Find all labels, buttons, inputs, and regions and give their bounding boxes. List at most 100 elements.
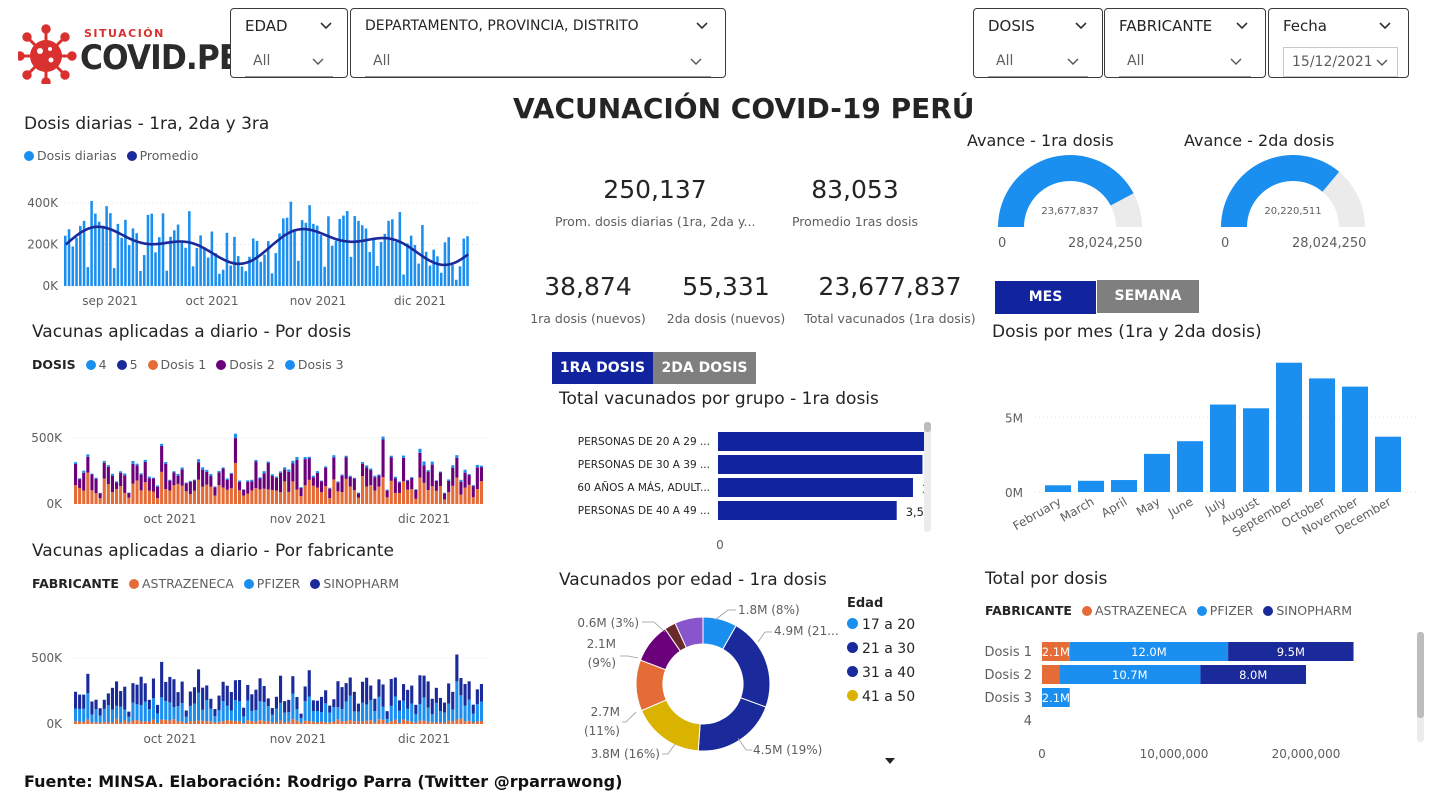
chevron-down-icon[interactable] — [1074, 19, 1088, 33]
chevron-down-icon[interactable] — [319, 19, 333, 33]
stack-segment — [479, 465, 483, 468]
donut-slice — [640, 699, 701, 752]
stack-segment — [160, 471, 164, 504]
tab-1ra-dosis[interactable]: 1RA DOSIS — [552, 352, 653, 384]
departamento-dropdown[interactable]: All — [365, 47, 711, 77]
donut-title: Vacunados por edad - 1ra dosis — [559, 570, 827, 590]
stack-segment — [94, 709, 98, 723]
stack-segment — [250, 710, 254, 721]
stack-segment — [102, 462, 106, 479]
stack-segment — [102, 460, 106, 463]
leader-line — [714, 609, 736, 621]
stack-segment — [340, 475, 344, 493]
stack-segment — [225, 719, 229, 724]
stack-segment — [176, 473, 180, 476]
stack-segment — [365, 704, 369, 721]
stack-segment — [164, 719, 168, 724]
stack-segment — [94, 699, 98, 710]
stack-segment — [151, 478, 155, 492]
chevron-down-icon[interactable] — [1378, 19, 1392, 33]
totals-scrollbar[interactable] — [1417, 632, 1424, 742]
stack-segment — [328, 487, 332, 489]
dosis-slicer-label: DOSIS — [988, 17, 1035, 35]
stack-segment — [209, 486, 213, 504]
stack-segment — [352, 477, 356, 479]
stack-segment — [135, 465, 139, 481]
tab-semana[interactable]: SEMANA — [1097, 280, 1199, 313]
stack-segment — [110, 709, 114, 722]
x-tick-label: nov 2021 — [270, 512, 326, 526]
legend-dot — [847, 690, 858, 701]
chevron-down-icon[interactable] — [695, 19, 709, 33]
stack-segment — [188, 705, 192, 721]
stack-segment — [254, 461, 258, 489]
stack-segment — [242, 707, 246, 717]
departamento-slicer[interactable]: DEPARTAMENTO, PROVINCIA, DISTRITO All — [350, 8, 726, 78]
stack-segment — [262, 686, 266, 703]
stack-segment — [336, 482, 340, 492]
total-bar-segment — [1042, 665, 1060, 684]
stack-segment — [459, 695, 463, 719]
stack-segment — [279, 675, 283, 703]
dosis-dropdown[interactable]: All — [988, 47, 1088, 77]
stack-segment — [381, 706, 385, 720]
chevron-down-icon — [1230, 58, 1242, 65]
legend-dot — [847, 618, 858, 629]
legend-dot — [847, 666, 858, 677]
x-tick-label: 20,000,000 — [1272, 747, 1341, 761]
stack-segment — [348, 476, 352, 487]
stack-segment — [258, 720, 262, 724]
stack-segment — [123, 473, 127, 476]
caret-down-icon[interactable] — [884, 756, 896, 766]
stack-segment — [426, 707, 430, 722]
daily-bar — [308, 205, 311, 286]
dosis-slicer[interactable]: DOSIS All — [973, 8, 1103, 78]
daily-bar — [233, 236, 236, 286]
stack-segment — [123, 720, 127, 724]
daily-bar — [451, 264, 454, 286]
kpi-2da-nuevos-label: 2da dosis (nuevos) — [666, 311, 786, 326]
stack-segment — [229, 472, 233, 474]
stack-segment — [131, 463, 135, 484]
group-bars-scrollbar[interactable] — [924, 422, 931, 532]
gauge-1-min: 0 — [998, 236, 1007, 251]
tab-2da-dosis[interactable]: 2DA DOSIS — [653, 352, 756, 384]
total-bar-label: 12.0M — [1131, 645, 1167, 659]
stack-segment — [315, 487, 319, 504]
daily-bar — [79, 225, 82, 286]
gauge-1-title: Avance - 1ra dosis — [967, 131, 1114, 150]
edad-dropdown[interactable]: All — [245, 47, 333, 77]
x-tick-label: dic 2021 — [398, 732, 450, 746]
stack-segment — [361, 463, 365, 477]
stack-segment — [90, 474, 94, 491]
fabricante-dropdown[interactable]: All — [1119, 47, 1251, 77]
stack-segment — [373, 475, 377, 478]
stack-segment — [233, 700, 237, 721]
fabricante-slicer[interactable]: FABRICANTE All — [1104, 8, 1266, 78]
stack-segment — [229, 473, 233, 489]
stack-segment — [229, 691, 233, 711]
edad-slicer[interactable]: EDAD All — [230, 8, 348, 78]
fecha-dropdown[interactable]: 15/12/2021 — [1283, 47, 1398, 77]
tab-mes[interactable]: MES — [995, 281, 1096, 314]
stack-segment — [320, 721, 324, 724]
daily-bar — [161, 213, 165, 286]
edad-slicer-label: EDAD — [245, 17, 288, 35]
scrollbar-thumb[interactable] — [1417, 632, 1424, 718]
stack-segment — [205, 721, 209, 724]
stack-segment — [250, 694, 254, 711]
stack-segment — [123, 475, 127, 493]
stack-segment — [192, 703, 196, 721]
stack-segment — [250, 479, 254, 482]
stack-segment — [451, 465, 455, 468]
stack-segment — [74, 462, 78, 465]
stack-segment — [205, 685, 209, 701]
stack-segment — [127, 493, 131, 498]
scrollbar-thumb[interactable] — [924, 422, 931, 432]
stack-segment — [274, 477, 278, 491]
legend-item: Dosis 1 — [160, 357, 207, 372]
stack-segment — [381, 684, 385, 707]
chevron-down-icon[interactable] — [1235, 19, 1249, 33]
fecha-slicer[interactable]: Fecha 15/12/2021 — [1268, 8, 1409, 78]
stack-segment — [94, 477, 98, 479]
